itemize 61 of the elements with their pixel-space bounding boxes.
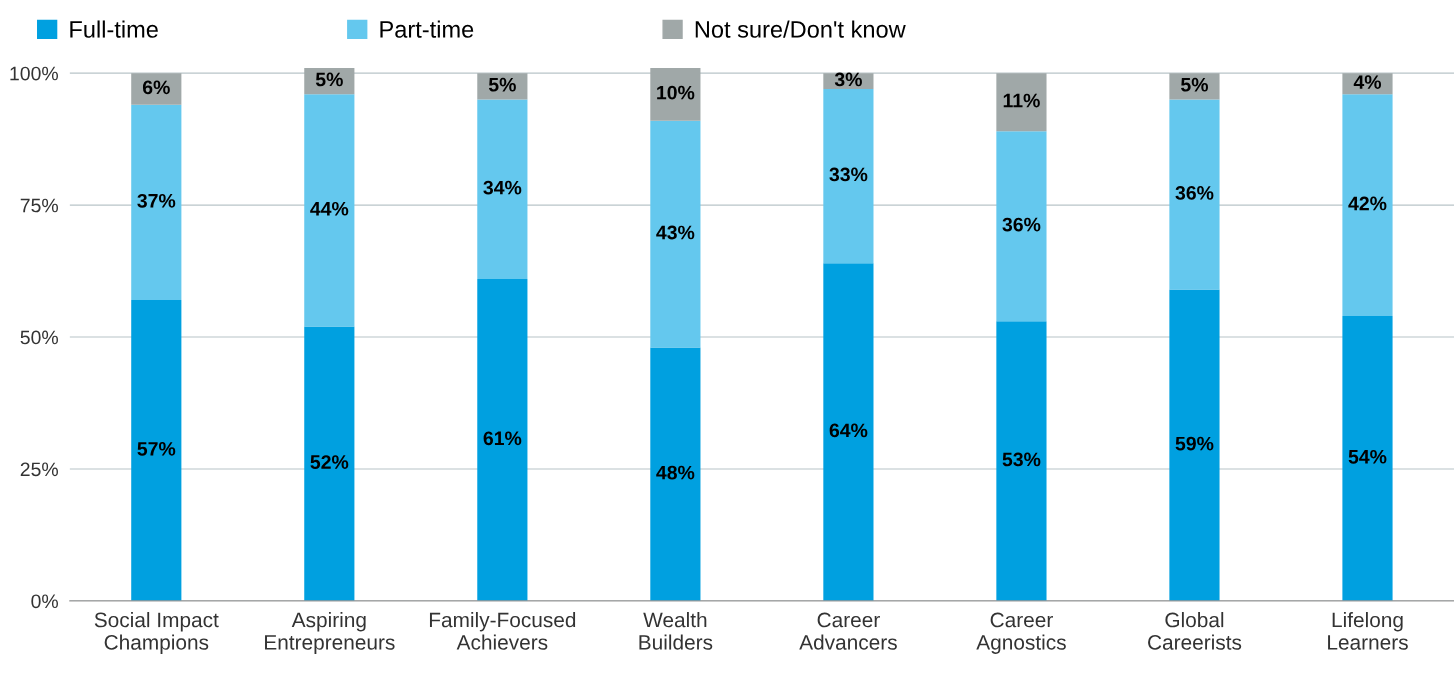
data-label: 64% (829, 423, 868, 438)
bar (650, 120, 701, 348)
bar (477, 73, 528, 100)
data-label: 53% (1002, 452, 1041, 467)
data-label: 34% (483, 180, 522, 195)
y-tick-label: 50% (20, 330, 58, 345)
data-label: 5% (315, 72, 343, 87)
y-tick-label: 25% (20, 462, 58, 477)
legend-label: Full-time (70, 20, 158, 38)
y-tick-label: 0% (31, 594, 58, 609)
x-tick-label: Social Impact Champions (94, 612, 219, 654)
bar (477, 99, 528, 279)
data-label: 36% (1175, 186, 1214, 200)
y-tick-label: 75% (20, 198, 58, 213)
bar (1169, 73, 1220, 100)
bar (823, 89, 874, 264)
data-label: 10% (657, 85, 695, 100)
data-label: 54% (1348, 449, 1387, 464)
x-tick-label: Family-Focused Achievers (429, 612, 576, 650)
bar (650, 347, 701, 601)
data-label: 6% (142, 80, 170, 95)
bar (996, 73, 1047, 132)
legend-label: Part-time (380, 20, 474, 38)
bar (1342, 315, 1393, 601)
bar (1169, 289, 1220, 601)
bar (304, 326, 355, 601)
bar (131, 104, 182, 301)
data-label: 11% (1003, 93, 1040, 108)
bar (650, 67, 701, 121)
x-tick-label: Global Careerists (1148, 612, 1242, 650)
x-tick-label: Aspiring Entrepreneurs (265, 612, 395, 654)
data-label: 59% (1175, 436, 1214, 451)
data-label: 5% (1181, 77, 1208, 92)
data-label: 57% (137, 442, 176, 456)
data-label: 52% (310, 455, 349, 469)
bar (131, 300, 182, 601)
data-label: 36% (1002, 217, 1041, 232)
x-tick-label: Career Advancers (799, 612, 897, 650)
x-tick-label: Lifelong Learners (1328, 612, 1408, 650)
data-label: 33% (829, 167, 868, 182)
legend-label: Not sure/Don't know (695, 20, 906, 38)
bar (1342, 94, 1393, 316)
data-label: 4% (1353, 75, 1382, 89)
bar (996, 321, 1047, 601)
data-label: 5% (488, 77, 516, 92)
data-label: 42% (1348, 196, 1387, 211)
data-label: 3% (834, 72, 862, 87)
data-label: 61% (483, 431, 522, 446)
bar (304, 94, 355, 327)
y-tick-label: 100% (10, 66, 58, 81)
bar (823, 263, 874, 601)
bar (1169, 99, 1220, 290)
x-tick-label: Career Agnostics (976, 612, 1066, 654)
data-label: 43% (656, 225, 695, 240)
x-tick-label: Wealth Builders (639, 612, 713, 650)
data-label: 37% (137, 193, 176, 208)
bar (477, 279, 528, 601)
bar (131, 73, 182, 105)
data-label: 44% (310, 201, 349, 216)
data-label: 48% (656, 465, 695, 480)
bar (996, 131, 1047, 322)
